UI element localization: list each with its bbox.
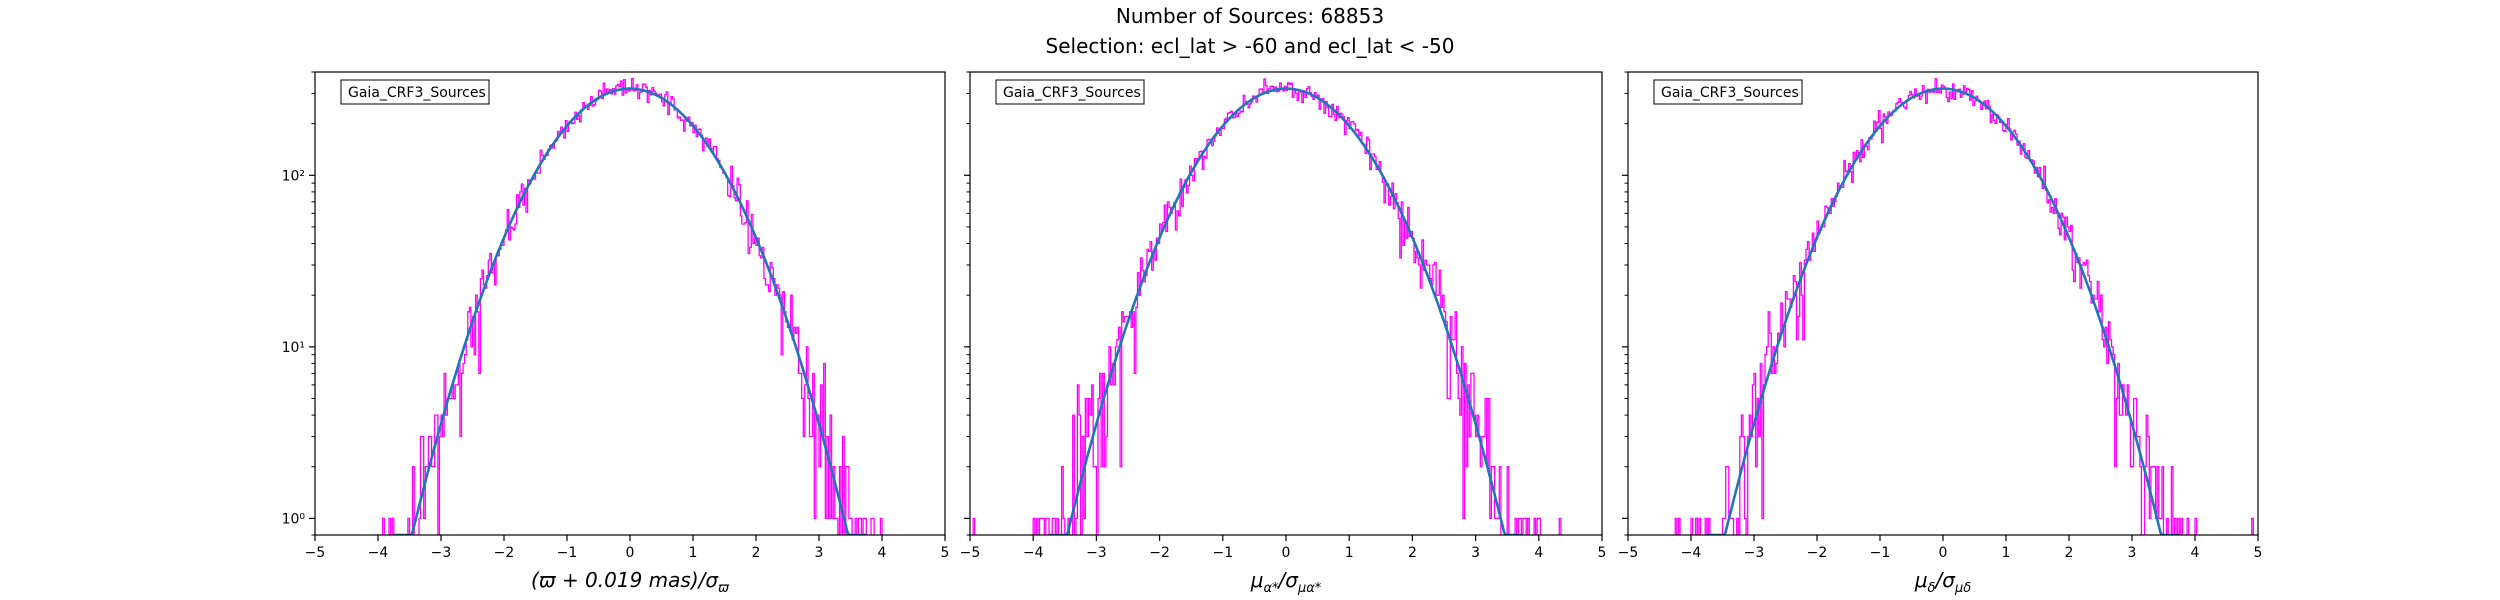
x-tick-label: −5 — [305, 545, 326, 561]
legend-label: Gaia_CRF3_Sources — [348, 85, 486, 101]
x-tick-label: −4 — [1681, 545, 1702, 561]
x-tick-label: 4 — [2191, 545, 2200, 561]
x-tick-label: 2 — [2065, 545, 2074, 561]
panel-parallax: −5 −4 −3 −2 −1 0 1 2 3 4 5 10⁰ 10¹ 10² Gaia_CRF3_Sourc… — [282, 71, 950, 596]
x-tick-label: −5 — [960, 545, 981, 561]
x-tick-label: −5 — [1618, 545, 1639, 561]
x-tick-label: −2 — [1807, 545, 1828, 561]
x-tick-label: −1 — [557, 545, 578, 561]
legend-label: Gaia_CRF3_Sources — [1003, 85, 1141, 101]
x-axis-label: μδ/σμδ — [1914, 568, 1971, 596]
histogram-series — [382, 77, 883, 535]
x-tick-label: −3 — [1086, 545, 1107, 561]
y-tick-label: 10¹ — [282, 340, 305, 356]
legend-box — [340, 79, 490, 105]
x-axis-label: (ϖ + 0.019 mas)/σϖ — [531, 568, 730, 596]
x-tick-label: 3 — [1471, 545, 1480, 561]
x-tick-label: 0 — [1282, 545, 1291, 561]
x-tick-label: −3 — [431, 545, 452, 561]
axes-frame — [314, 71, 946, 536]
x-tick-label: −4 — [1023, 545, 1044, 561]
figure-title: Number of Sources: 68853 — [1115, 4, 1385, 28]
panel-pmra: −5 −4 −3 −2 −1 0 1 2 3 4 5 Gaia_CRF3_Sources μα*/σμα… — [960, 71, 1607, 596]
figure-subtitle: Selection: ecl_lat > -60 and ecl_lat < -… — [1045, 34, 1455, 58]
x-tick-label: −1 — [1212, 545, 1233, 561]
panel-pmdec: −5 −4 −3 −2 −1 0 1 2 3 4 5 Gaia_CRF3_Sources μδ/σμδ — [1618, 71, 2263, 596]
x-tick-label: 0 — [626, 545, 635, 561]
axes-frame — [1627, 71, 2259, 536]
x-axis-label: μα*/σμα* — [1250, 568, 1322, 596]
x-tick-label: 1 — [689, 545, 698, 561]
x-tick-label: −4 — [368, 545, 389, 561]
legend-label: Gaia_CRF3_Sources — [1661, 85, 1799, 101]
x-tick-label: −3 — [1744, 545, 1765, 561]
x-tick-label: 5 — [1598, 545, 1607, 561]
x-tick-label: 4 — [1534, 545, 1543, 561]
x-tick-label: 2 — [752, 545, 761, 561]
legend-box — [995, 79, 1145, 105]
x-tick-label: 3 — [2128, 545, 2137, 561]
x-tick-label: −2 — [494, 545, 515, 561]
x-tick-label: 1 — [1345, 545, 1354, 561]
histogram-series — [972, 78, 1562, 535]
x-tick-label: 1 — [2002, 545, 2011, 561]
gaussian-fit-line — [393, 87, 867, 535]
x-tick-label: 5 — [941, 545, 950, 561]
histogram-series — [1674, 78, 2254, 535]
x-tick-label: 3 — [815, 545, 824, 561]
y-tick-label: 10⁰ — [282, 511, 306, 527]
x-tick-label: 2 — [1408, 545, 1417, 561]
legend-box — [1653, 79, 1803, 105]
gaussian-fit-line — [1049, 87, 1523, 535]
y-tick-label: 10² — [282, 168, 305, 184]
axes-frame — [969, 71, 1603, 536]
x-tick-label: −2 — [1149, 545, 1170, 561]
x-tick-label: 4 — [878, 545, 887, 561]
gaussian-fit-line — [1706, 87, 2180, 535]
x-tick-label: 5 — [2254, 545, 2263, 561]
x-tick-label: 0 — [1939, 545, 1948, 561]
x-tick-label: −1 — [1870, 545, 1891, 561]
